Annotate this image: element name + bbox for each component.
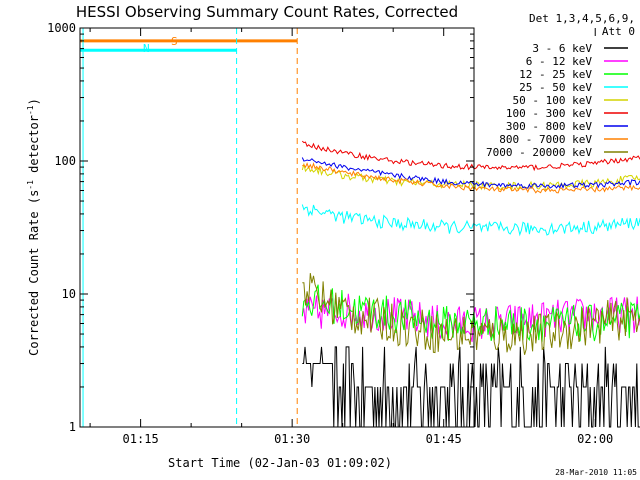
y-axis-label: Corrected Count Rate (s-1 detector-1) [26,98,41,356]
series-line-50-100-kev [301,162,640,192]
flag-markers [80,28,298,427]
legend-label: 800 - 7000 keV [499,133,592,146]
y-tick-label: 1000 [47,21,76,35]
legend-header-line1: Det 1,3,4,5,6,9, [529,12,635,25]
y-tick-label: 1 [69,420,76,434]
saa-flag-label: S [171,35,178,48]
series-line-7000-20000-kev [302,273,640,355]
series-line-300-800-kev [301,157,640,190]
x-axis-label: Start Time (02-Jan-03 01:09:02) [168,456,392,470]
night-flag-label: N [143,42,150,55]
x-tick-label: 01:45 [426,432,462,446]
series-layer [301,140,640,428]
legend-label: 25 - 50 keV [519,81,592,94]
legend-label: 7000 - 20000 keV [486,146,592,159]
legend-label: 300 - 800 keV [506,120,592,133]
legend-header-line2: Att 0 [602,25,635,38]
timestamp: 28-Mar-2010 11:05 [555,468,637,477]
legend-label: 3 - 6 keV [532,42,592,55]
legend-label: 12 - 25 keV [519,68,592,81]
y-tick-label: 10 [62,287,76,301]
series-line-25-50-kev [301,204,640,237]
legend-label: 50 - 100 keV [513,94,593,107]
chart-title: HESSI Observing Summary Count Rates, Cor… [76,3,458,21]
plot-frame [79,27,475,428]
y-tick-label: 100 [54,154,76,168]
y-axis-ticks: 1 10 100 1000 [47,21,474,434]
legend-label: 6 - 12 keV [526,55,593,68]
series-line-100-300-kev [301,140,640,172]
x-tick-label: 02:00 [577,432,613,446]
series-line-800-7000-kev [302,162,640,194]
legend-label: 100 - 300 keV [506,107,592,120]
x-tick-label: 01:15 [123,432,159,446]
x-tick-label: 01:30 [274,432,310,446]
